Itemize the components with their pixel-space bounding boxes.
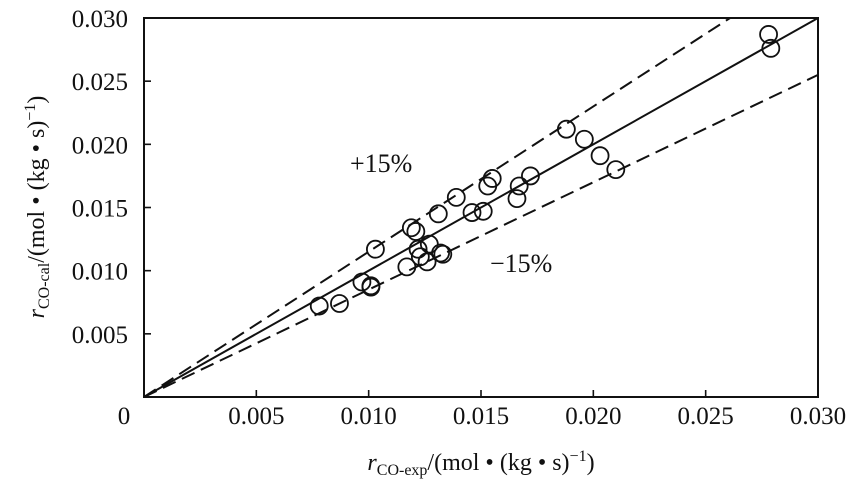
y-tick-label: 0.020 — [72, 132, 128, 159]
parity-line — [143, 17, 819, 398]
data-point — [473, 201, 493, 221]
y-tick-label: 0.015 — [72, 196, 128, 223]
y-tick-label: 0.010 — [72, 259, 128, 286]
origin-label: 0 — [118, 403, 131, 430]
data-point — [590, 146, 610, 166]
y-tick-label: 0.025 — [72, 69, 128, 96]
data-point — [462, 203, 482, 222]
y-axis-title: rCO-cal/(mol • (kg • s)−1) — [22, 96, 53, 319]
data-point — [574, 129, 594, 149]
y-axis-title-close: ) — [24, 96, 50, 104]
data-point — [509, 176, 529, 196]
data-point — [410, 247, 430, 267]
y-tick-label: 0.030 — [72, 6, 128, 33]
data-point — [521, 166, 540, 186]
data-point — [330, 294, 349, 313]
data-point — [309, 296, 329, 316]
data-point — [431, 243, 450, 263]
data-point — [446, 187, 466, 207]
x-axis-title-close: ) — [587, 450, 595, 476]
y-tick-label: 0.005 — [72, 322, 128, 349]
x-tick-label: 0.015 — [453, 403, 509, 430]
data-point — [433, 244, 453, 264]
x-axis-title-units: /(mol • (kg • s) — [427, 450, 569, 476]
reference-lines — [143, 17, 819, 398]
data-point — [606, 160, 626, 180]
data-point — [556, 119, 576, 139]
y-axis-title-units: /(mol • (kg • s) — [24, 121, 50, 263]
x-tick-label: 0.010 — [341, 403, 397, 430]
data-point — [352, 272, 372, 292]
data-point — [417, 252, 437, 272]
x-tick-label: 0.030 — [790, 403, 846, 430]
x-axis-title-superscript: −1 — [570, 448, 587, 465]
data-point — [408, 239, 428, 259]
data-point — [366, 239, 385, 259]
annotation-lower: −15% — [490, 249, 552, 278]
upper-bound-line — [143, 17, 731, 398]
data-points — [309, 25, 781, 316]
y-axis-title-superscript: −1 — [22, 104, 39, 121]
x-axis-title: rCO-exp/(mol • (kg • s)−1) — [367, 448, 594, 479]
x-tick-label: 0.025 — [678, 403, 734, 430]
data-point — [507, 189, 527, 209]
data-point — [406, 222, 426, 241]
lower-bound-line — [143, 73, 819, 398]
x-tick-label: 0.020 — [565, 403, 621, 430]
data-point — [401, 218, 421, 238]
x-axis-title-symbol: r — [367, 450, 377, 476]
data-point — [428, 204, 448, 224]
y-axis-title-subscript: CO-cal — [36, 262, 53, 309]
annotation-upper: +15% — [350, 149, 412, 178]
x-tick-label: 0.005 — [228, 403, 284, 430]
data-point — [761, 38, 781, 58]
data-point — [759, 25, 778, 44]
data-point — [361, 277, 381, 297]
data-point — [482, 169, 502, 188]
y-axis-ticks: 0.005 0.010 0.015 0.020 0.025 0.030 — [72, 6, 151, 349]
y-axis-title-symbol: r — [24, 308, 50, 318]
x-axis-ticks: 0.005 0.010 0.015 0.020 0.025 0.030 — [228, 390, 846, 430]
x-axis-title-subscript: CO-exp — [377, 462, 428, 479]
data-point — [397, 257, 417, 277]
